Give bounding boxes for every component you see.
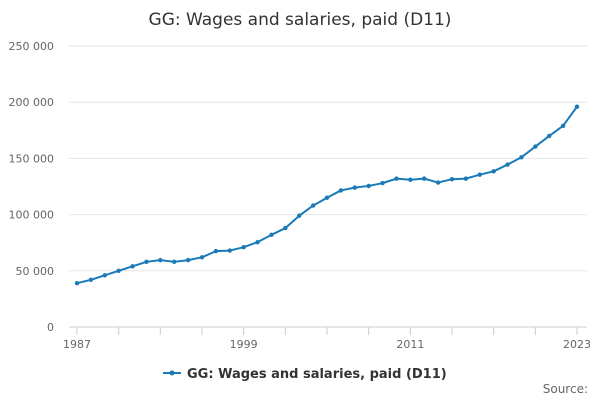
gridlines [69,45,587,272]
data-point[interactable] [505,162,510,167]
data-point[interactable] [310,203,316,208]
data-point[interactable] [255,239,260,245]
x-tick-label: 1987 [63,338,91,351]
data-point[interactable] [185,257,191,263]
data-point[interactable] [241,244,246,250]
chart-title: GG: Wages and salaries, paid (D11) [149,10,452,30]
data-point[interactable] [477,172,482,177]
y-tick-label: 0 [47,321,54,334]
data-point[interactable] [533,144,538,149]
data-point[interactable] [449,176,455,182]
data-point[interactable] [116,268,121,273]
data-point[interactable] [366,183,371,189]
data-point[interactable] [338,188,344,193]
series-group [74,104,580,286]
x-tick-label: 2011 [396,338,424,351]
data-point[interactable] [408,177,413,182]
data-point[interactable] [297,213,302,218]
data-point[interactable] [269,232,274,238]
data-point[interactable] [102,273,107,278]
legend-label: GG: Wages and salaries, paid (D11) [187,367,447,382]
data-point[interactable] [435,180,441,185]
data-point[interactable] [158,257,163,263]
data-point[interactable] [560,123,566,129]
data-point[interactable] [491,169,496,174]
series-line[interactable] [76,106,578,285]
data-point[interactable] [227,248,232,253]
y-tick-label: 200 000 [9,96,55,109]
data-point[interactable] [574,104,580,109]
y-tick-label: 250 000 [9,40,55,53]
source-label[interactable]: Source: [543,382,588,396]
data-point[interactable] [380,180,385,186]
data-point[interactable] [352,185,357,190]
data-point[interactable] [463,176,469,181]
x-tick-label: 1999 [230,338,258,351]
y-tick-label: 150 000 [9,152,55,165]
x-axis: 1987 1999 2011 2023 [63,326,591,351]
data-point[interactable] [199,255,205,260]
data-point[interactable] [547,133,552,139]
data-point[interactable] [519,155,524,160]
data-point[interactable] [213,248,219,254]
y-tick-label: 50 000 [16,265,55,278]
data-point[interactable] [88,277,94,282]
data-point[interactable] [74,280,80,286]
data-point[interactable] [172,259,177,265]
data-point[interactable] [394,176,399,181]
legend[interactable]: GG: Wages and salaries, paid (D11) [163,367,447,382]
data-point[interactable] [422,176,427,181]
y-tick-label: 100 000 [9,209,55,222]
y-axis: 0 50 000 100 000 150 000 200 000 250 000 [9,40,55,334]
legend-swatch-marker [169,370,175,376]
data-point[interactable] [130,264,135,269]
data-point[interactable] [283,225,288,231]
data-point[interactable] [144,259,149,265]
x-tick-label: 2023 [563,338,591,351]
data-point[interactable] [324,195,330,200]
